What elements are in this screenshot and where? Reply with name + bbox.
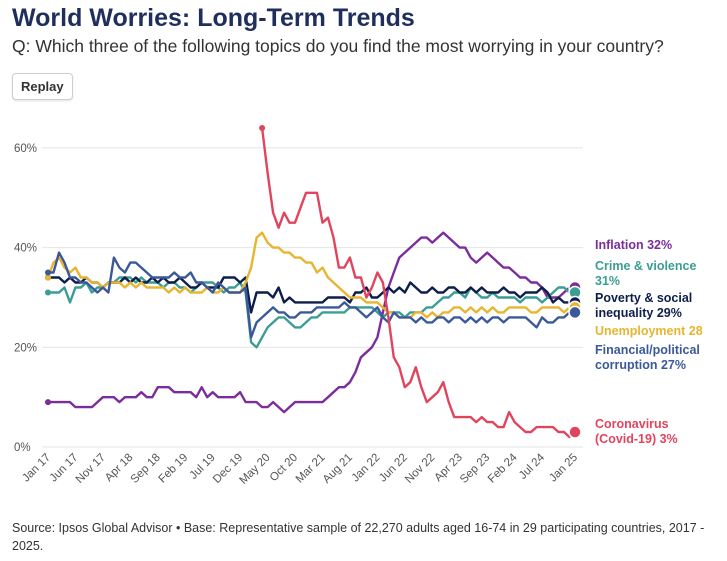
- x-tick-label: Sep 23: [458, 452, 492, 486]
- series-end-label: corruption 27%: [595, 358, 686, 372]
- y-tick-label: 40%: [14, 243, 37, 255]
- y-axis-ticks: 0% 20% 40% 60%: [14, 143, 37, 454]
- series-end-label: Crime & violence: [595, 259, 696, 273]
- series-end-label: Inflation 32%: [595, 238, 672, 252]
- x-tick-label: Jul 24: [517, 451, 548, 482]
- x-tick-label: Jan 22: [350, 452, 383, 485]
- series-end-point: [568, 305, 582, 320]
- x-tick-label: Jan 25: [547, 452, 580, 485]
- series-line: [48, 251, 575, 339]
- series-end-label: Poverty & social: [595, 291, 692, 305]
- series-start-point: [259, 124, 266, 131]
- replay-button[interactable]: Replay: [12, 73, 73, 100]
- series-start-point: [45, 399, 51, 406]
- chart-title: World Worries: Long-Term Trends: [12, 4, 415, 32]
- x-tick-label: Feb 19: [157, 452, 191, 486]
- series-end-label: (Covid-19) 3%: [595, 432, 678, 446]
- series-end-label: inequality 29%: [595, 306, 682, 320]
- series-line: [260, 127, 576, 439]
- series-line: [48, 276, 575, 314]
- series-lines: [45, 124, 582, 439]
- y-tick-label: 0%: [14, 442, 31, 454]
- chart-subtitle: Q: Which three of the following topics d…: [12, 36, 664, 56]
- series-start-point: [45, 269, 51, 276]
- series-start-point: [45, 289, 51, 296]
- series-start-point: [45, 274, 51, 281]
- x-tick-label: Sep 18: [129, 452, 163, 486]
- series-end-point: [568, 425, 582, 439]
- grid-lines: [42, 147, 583, 448]
- series-end-label: Financial/political: [595, 343, 700, 357]
- x-tick-label: Feb 24: [486, 451, 520, 485]
- y-tick-label: 60%: [14, 143, 37, 155]
- series-end-label: Coronavirus: [595, 417, 669, 431]
- series-end-label: 31%: [595, 274, 620, 288]
- x-tick-label: Jan 17: [20, 452, 53, 485]
- source-footnote: Source: Ipsos Global Advisor • Base: Rep…: [12, 521, 705, 553]
- x-tick-label: May 20: [238, 452, 273, 487]
- series-line: [46, 231, 575, 319]
- y-tick-label: 20%: [14, 342, 37, 354]
- series-line: [48, 276, 575, 349]
- x-tick-label: Aug 21: [321, 452, 355, 486]
- series-line: [48, 231, 575, 414]
- x-tick-label: Nov 17: [74, 452, 108, 486]
- series-end-label: Unemployment 28: [595, 324, 703, 338]
- x-tick-label: Nov 22: [403, 452, 437, 486]
